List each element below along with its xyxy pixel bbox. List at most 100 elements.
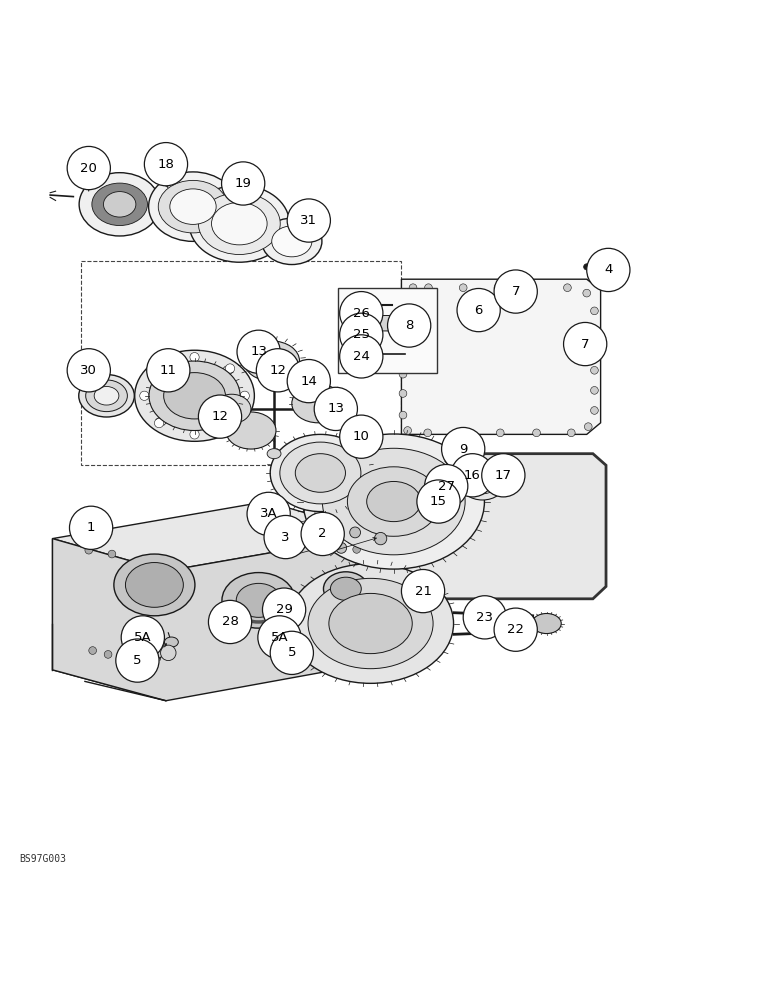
Text: 14: 14 bbox=[300, 375, 317, 388]
Circle shape bbox=[340, 415, 383, 458]
Circle shape bbox=[258, 616, 301, 659]
Circle shape bbox=[116, 639, 159, 682]
Circle shape bbox=[408, 329, 415, 337]
Ellipse shape bbox=[280, 442, 361, 504]
Ellipse shape bbox=[296, 454, 345, 492]
Text: 23: 23 bbox=[476, 611, 493, 624]
Text: 13: 13 bbox=[327, 402, 344, 415]
Text: 15: 15 bbox=[430, 495, 447, 508]
Ellipse shape bbox=[292, 384, 344, 423]
Circle shape bbox=[484, 302, 492, 309]
Text: 8: 8 bbox=[405, 319, 413, 332]
Ellipse shape bbox=[460, 466, 505, 500]
Ellipse shape bbox=[308, 404, 322, 414]
Ellipse shape bbox=[164, 637, 178, 647]
Circle shape bbox=[336, 643, 344, 651]
Text: 7: 7 bbox=[511, 285, 520, 298]
Ellipse shape bbox=[86, 380, 127, 412]
Ellipse shape bbox=[323, 448, 465, 555]
Text: 12: 12 bbox=[269, 364, 286, 377]
Ellipse shape bbox=[212, 394, 251, 424]
Text: 28: 28 bbox=[222, 615, 239, 628]
Ellipse shape bbox=[212, 202, 267, 245]
Text: 5: 5 bbox=[133, 654, 142, 667]
Text: 5: 5 bbox=[287, 646, 296, 659]
Ellipse shape bbox=[267, 449, 281, 459]
Text: 20: 20 bbox=[80, 162, 97, 175]
Circle shape bbox=[270, 631, 313, 674]
Text: 16: 16 bbox=[464, 469, 481, 482]
Text: 3: 3 bbox=[281, 531, 290, 544]
Circle shape bbox=[399, 309, 407, 317]
Ellipse shape bbox=[189, 185, 290, 262]
Text: 31: 31 bbox=[300, 214, 317, 227]
Ellipse shape bbox=[114, 554, 195, 616]
Text: 3A: 3A bbox=[260, 507, 277, 520]
Polygon shape bbox=[401, 279, 601, 434]
Text: 10: 10 bbox=[353, 430, 370, 443]
Circle shape bbox=[494, 608, 537, 651]
Text: 5A: 5A bbox=[271, 631, 288, 644]
Ellipse shape bbox=[135, 350, 255, 441]
Ellipse shape bbox=[149, 361, 240, 431]
Text: 13: 13 bbox=[250, 345, 267, 358]
Ellipse shape bbox=[92, 183, 147, 226]
Circle shape bbox=[591, 387, 598, 394]
Circle shape bbox=[584, 264, 590, 270]
Ellipse shape bbox=[79, 173, 161, 236]
Circle shape bbox=[161, 645, 176, 661]
Ellipse shape bbox=[125, 563, 184, 607]
Text: 1: 1 bbox=[86, 521, 96, 534]
Circle shape bbox=[485, 617, 503, 636]
Ellipse shape bbox=[149, 172, 238, 241]
Circle shape bbox=[529, 284, 537, 292]
Text: 5A: 5A bbox=[134, 631, 151, 644]
Ellipse shape bbox=[532, 613, 561, 634]
Circle shape bbox=[591, 366, 598, 374]
Circle shape bbox=[225, 364, 235, 373]
Ellipse shape bbox=[270, 434, 371, 512]
Text: 22: 22 bbox=[507, 623, 524, 636]
Ellipse shape bbox=[323, 572, 368, 606]
Circle shape bbox=[264, 515, 307, 559]
Ellipse shape bbox=[308, 578, 433, 669]
Circle shape bbox=[247, 492, 290, 536]
Ellipse shape bbox=[170, 189, 216, 224]
Circle shape bbox=[121, 616, 164, 659]
Circle shape bbox=[494, 284, 502, 292]
Circle shape bbox=[425, 464, 468, 508]
Circle shape bbox=[564, 322, 607, 366]
Circle shape bbox=[301, 512, 344, 556]
Circle shape bbox=[401, 569, 445, 613]
Circle shape bbox=[108, 550, 116, 558]
Text: 25: 25 bbox=[353, 328, 370, 341]
Circle shape bbox=[287, 199, 330, 242]
Text: 6: 6 bbox=[475, 304, 482, 317]
Circle shape bbox=[365, 635, 373, 643]
Ellipse shape bbox=[330, 577, 361, 600]
Circle shape bbox=[451, 454, 494, 497]
Circle shape bbox=[399, 390, 407, 397]
Circle shape bbox=[587, 248, 630, 292]
Circle shape bbox=[340, 292, 383, 335]
Circle shape bbox=[409, 284, 417, 292]
Text: 24: 24 bbox=[353, 350, 370, 363]
Circle shape bbox=[399, 411, 407, 419]
Circle shape bbox=[85, 546, 93, 554]
FancyBboxPatch shape bbox=[338, 288, 437, 373]
Circle shape bbox=[340, 313, 383, 356]
Circle shape bbox=[583, 289, 591, 297]
Ellipse shape bbox=[329, 593, 412, 654]
Ellipse shape bbox=[441, 472, 464, 489]
Circle shape bbox=[140, 391, 149, 400]
Circle shape bbox=[237, 330, 280, 373]
Circle shape bbox=[374, 532, 387, 545]
Circle shape bbox=[459, 284, 467, 292]
Circle shape bbox=[469, 614, 488, 633]
Text: 30: 30 bbox=[80, 364, 97, 377]
Circle shape bbox=[399, 370, 407, 378]
Circle shape bbox=[67, 349, 110, 392]
Circle shape bbox=[459, 429, 467, 437]
Circle shape bbox=[222, 162, 265, 205]
Polygon shape bbox=[392, 454, 606, 599]
